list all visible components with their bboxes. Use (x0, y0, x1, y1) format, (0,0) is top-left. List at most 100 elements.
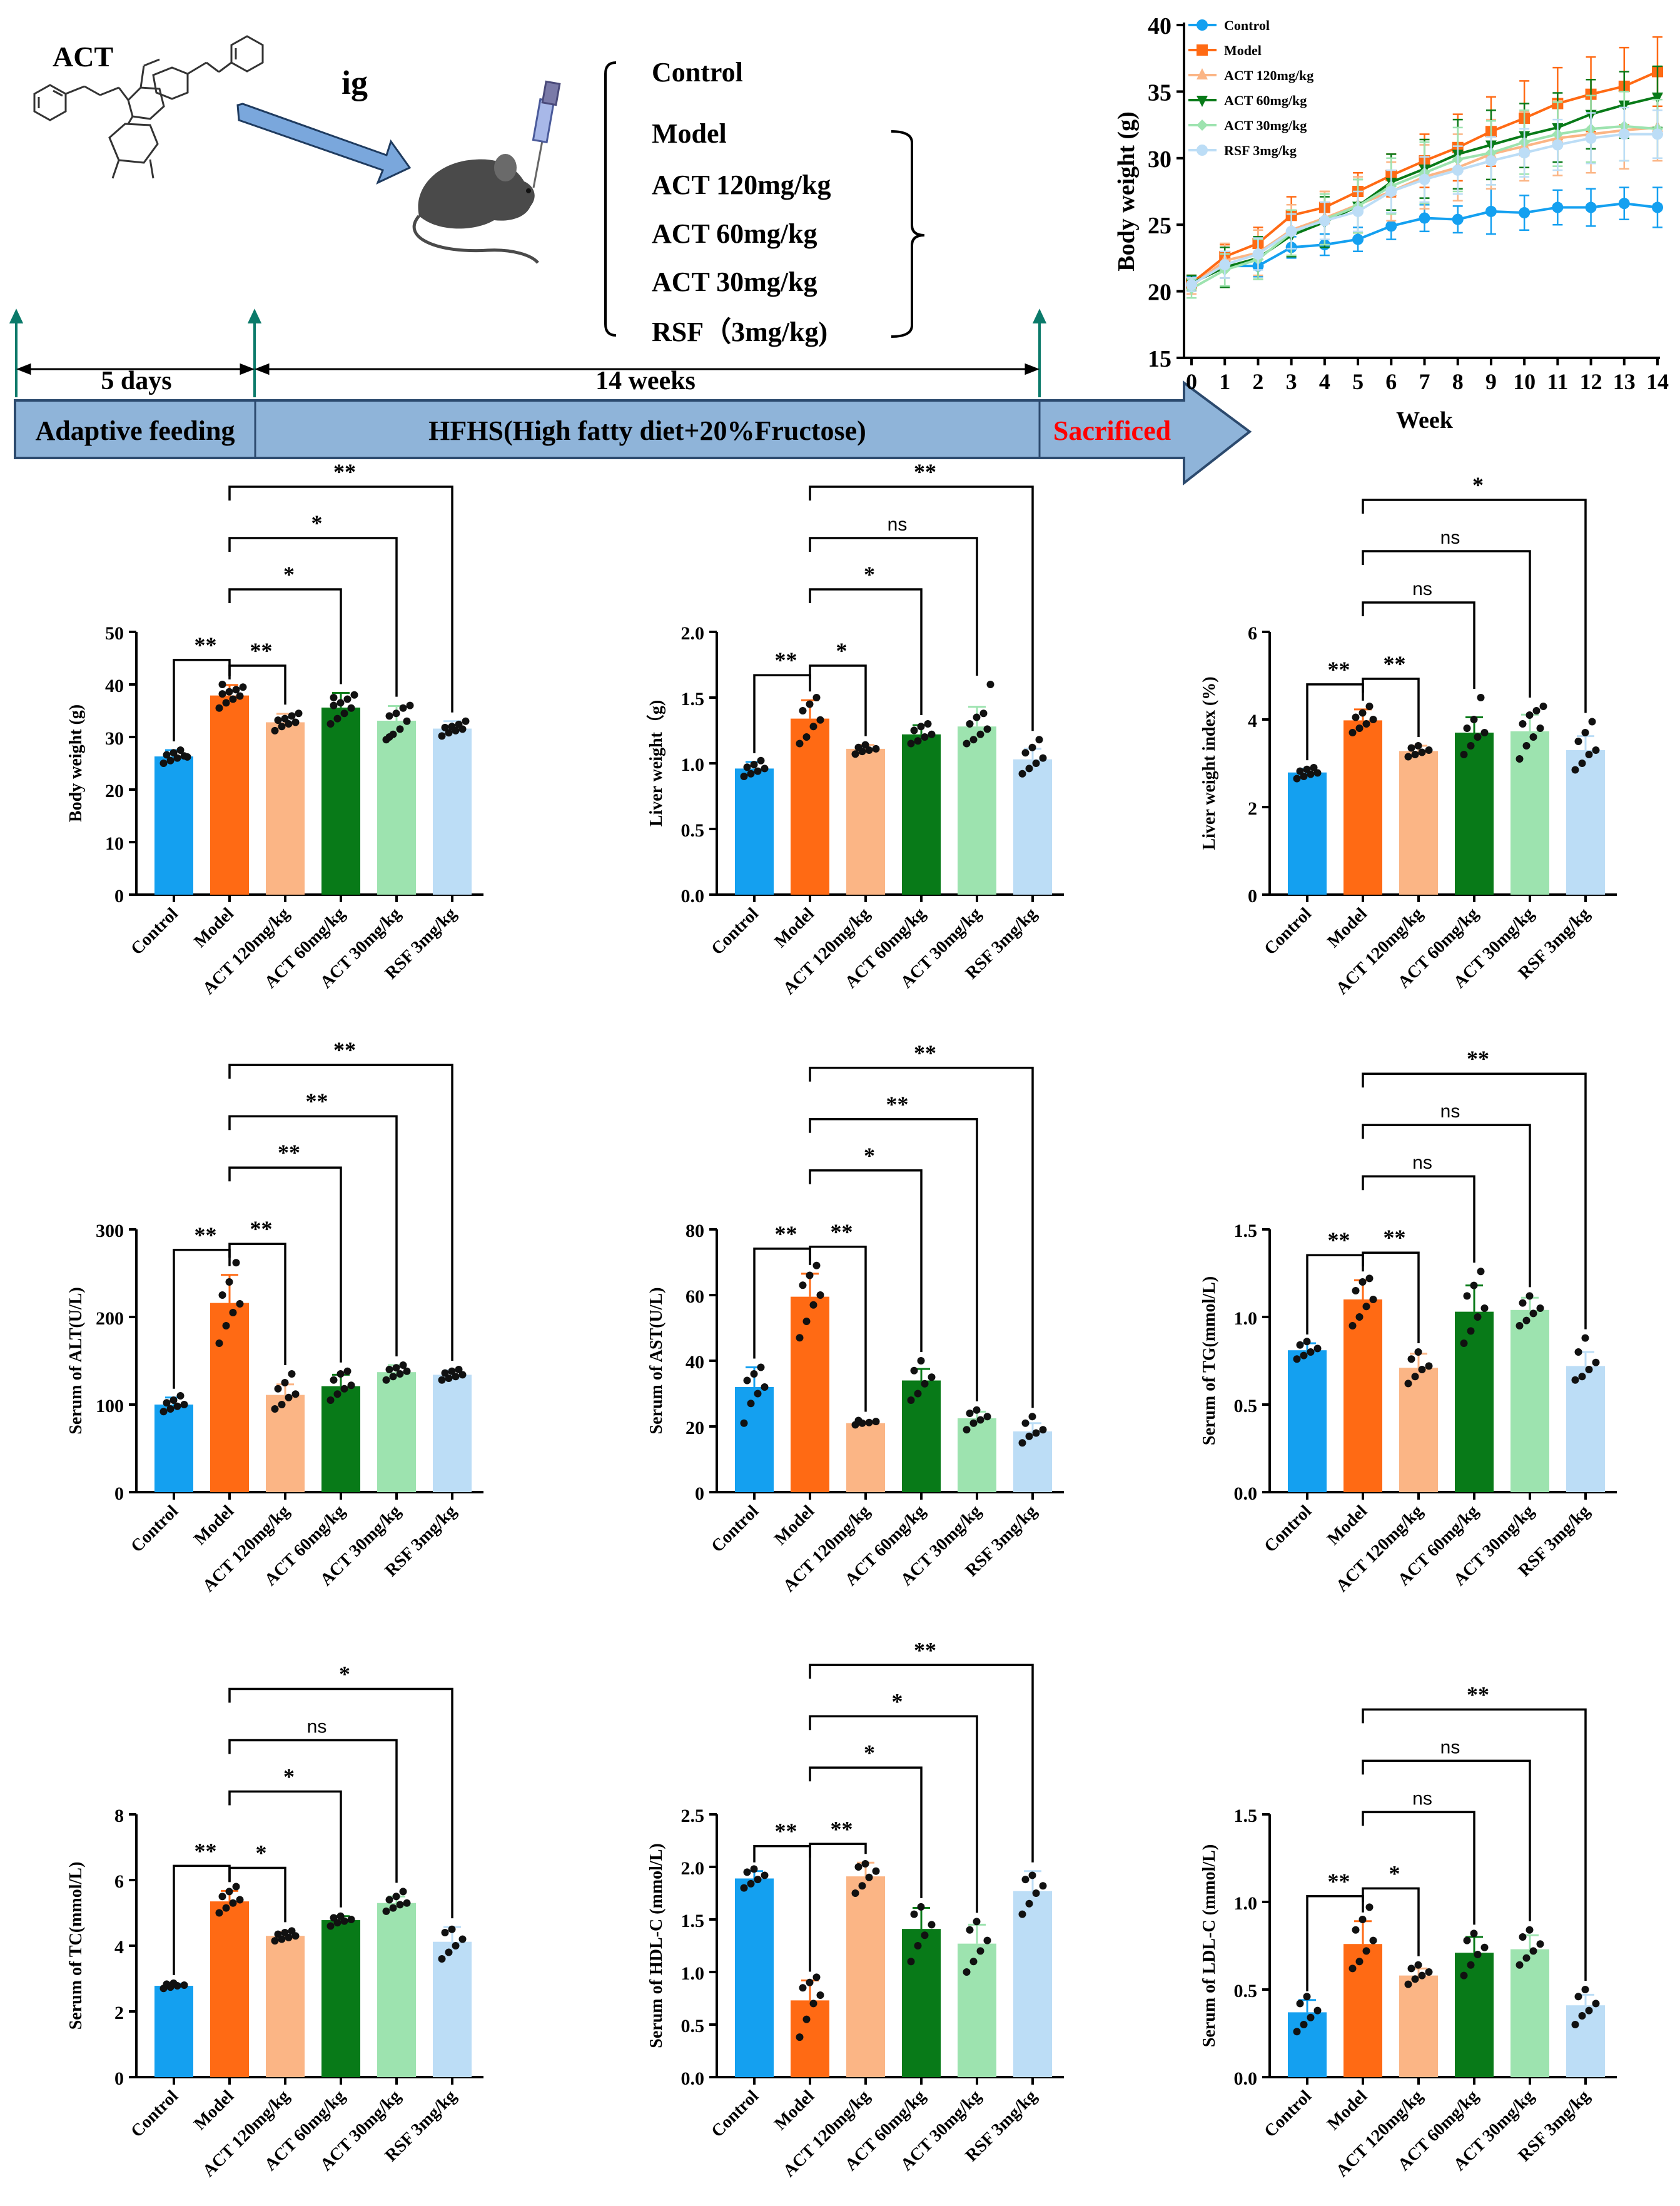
individual-point (743, 1376, 751, 1385)
significance-bracket: ** (809, 1219, 867, 1412)
individual-point (740, 1419, 748, 1427)
bar-control (735, 768, 774, 895)
stage-adaptive-feeding: Adaptive feeding (36, 415, 235, 446)
individual-point (1571, 1376, 1579, 1384)
individual-point (1359, 709, 1367, 717)
bracket-line (1362, 499, 1587, 713)
significance-label: ** (1328, 657, 1350, 682)
individual-point (747, 1400, 755, 1408)
y-axis-label: Body weight (g) (1113, 111, 1140, 271)
bar-act-120mg-kg (1399, 1368, 1438, 1492)
significance-label: * (892, 1689, 903, 1714)
significance-bracket: ** (1306, 1869, 1364, 1991)
individual-point (1585, 751, 1593, 758)
individual-point (458, 1935, 467, 1943)
individual-point (229, 1309, 237, 1316)
significance-bracket: * (809, 1143, 923, 1352)
legend-marker (1197, 44, 1208, 56)
individual-point (163, 751, 171, 759)
y-tick-label: 1.5 (681, 689, 705, 709)
individual-point (180, 1981, 188, 1989)
bracket-line (809, 664, 867, 736)
legend-label: Control (1224, 18, 1270, 33)
period-14-weeks: 14 weeks (595, 367, 696, 395)
individual-point (1460, 751, 1468, 758)
individual-point (1592, 1358, 1600, 1366)
significance-label: ** (775, 648, 797, 673)
individual-point (281, 714, 289, 723)
significance-label: ** (250, 638, 273, 663)
legend-label: ACT 60mg/kg (1224, 93, 1307, 108)
significance-bracket: ** (1362, 651, 1420, 737)
data-point (1585, 201, 1597, 213)
bar-act-30mg-kg (377, 1903, 416, 2077)
bracket-line (753, 1844, 811, 1972)
data-point (1552, 201, 1564, 213)
significance-bracket: ** (753, 1819, 811, 1972)
individual-point (170, 749, 178, 757)
bracket-line (1306, 1895, 1364, 1991)
y-tick-label: 100 (96, 1396, 124, 1416)
significance-label: * (339, 1662, 350, 1687)
individual-point (865, 746, 873, 754)
bar-act-60mg-kg (902, 734, 941, 895)
individual-point (928, 1921, 936, 1929)
bracket-line (228, 1866, 286, 1923)
significance-label: * (1389, 1861, 1400, 1886)
individual-point (914, 1942, 922, 1949)
individual-point (851, 750, 859, 758)
individual-point (1369, 1936, 1377, 1944)
individual-point (285, 720, 293, 728)
individual-point (1418, 1971, 1426, 1980)
data-point (1618, 128, 1630, 140)
individual-point (1526, 711, 1534, 719)
bracket-line (809, 1843, 867, 1858)
x-tick-label: 14 (1646, 369, 1669, 394)
x-tick-label: 8 (1452, 369, 1464, 394)
individual-point (907, 1396, 915, 1404)
individual-point (340, 709, 348, 718)
bracket-line (809, 485, 1034, 731)
x-tick-label: 1 (1219, 369, 1230, 394)
y-tick-label: 2.0 (681, 623, 705, 644)
individual-point (458, 1371, 467, 1379)
significance-label: ** (1328, 1228, 1350, 1253)
y-tick-label: 2.0 (681, 1858, 705, 1879)
individual-point (455, 1366, 463, 1373)
individual-point (1352, 1926, 1360, 1934)
individual-point (983, 1936, 991, 1944)
individual-point (1526, 1926, 1534, 1934)
bar-act-60mg-kg (1455, 1953, 1494, 2077)
significance-label: ** (278, 1140, 300, 1165)
significance-bracket: ns (228, 1717, 398, 1883)
bar-act-30mg-kg (377, 1372, 416, 1492)
individual-point (799, 1281, 807, 1289)
individual-point (1021, 749, 1030, 757)
y-tick-label: 6 (114, 1871, 124, 1892)
x-tick-label: 11 (1547, 369, 1568, 394)
bar-rsf-3mg-kg (1013, 1431, 1052, 1492)
individual-point (1516, 1322, 1524, 1329)
individual-point (872, 1418, 880, 1426)
bracket-line (809, 1118, 978, 1401)
significance-bracket: ** (809, 1040, 1034, 1408)
bar-act-60mg-kg (321, 1920, 360, 2077)
bracket-line (809, 537, 978, 676)
x-tick-label: 10 (1513, 369, 1536, 394)
individual-point (806, 1271, 814, 1279)
individual-point (159, 1408, 168, 1416)
individual-point (1404, 1380, 1412, 1388)
individual-point (806, 1978, 814, 1986)
y-tick-label: 80 (686, 1221, 704, 1241)
period-5-days: 5 days (101, 367, 171, 395)
individual-point (1414, 1961, 1422, 1969)
y-tick-label: 50 (105, 623, 124, 644)
individual-point (872, 745, 880, 753)
significance-label: ** (306, 1089, 328, 1114)
individual-point (1300, 773, 1308, 780)
bar-rsf-3mg-kg (1566, 1366, 1605, 1492)
individual-point (222, 1322, 230, 1329)
mouse-icon (412, 154, 539, 264)
x-tick-label: 6 (1385, 369, 1397, 394)
y-tick-label: 300 (96, 1221, 124, 1241)
